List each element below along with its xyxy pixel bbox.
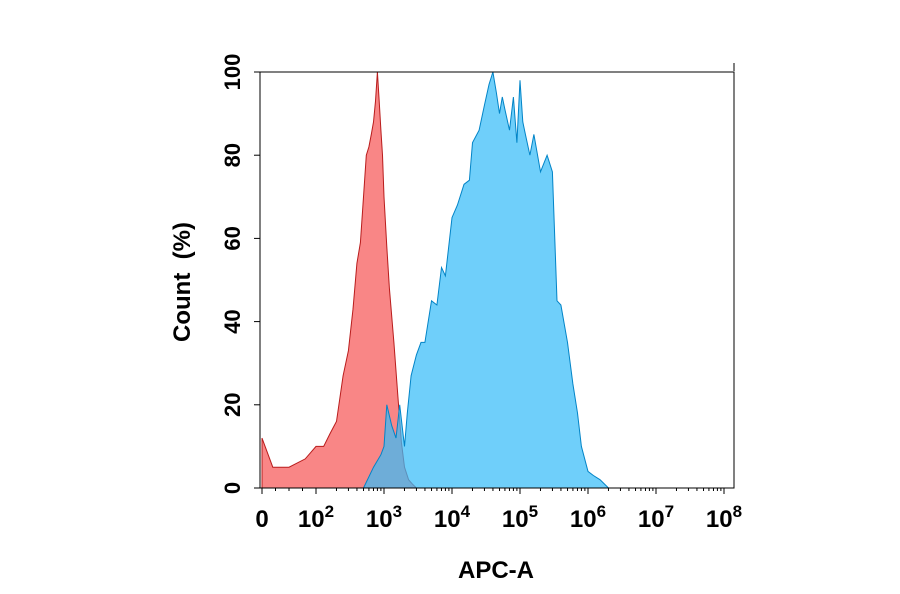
x-axis-label: APC-A	[458, 557, 534, 584]
plot-frame	[259, 71, 735, 489]
x-tick-base: 10	[434, 506, 461, 533]
x-axis: 0 102 103 104 105 106 107 108	[255, 488, 742, 533]
x-tick-exponent: 5	[529, 502, 538, 521]
y-tick-label: 0	[220, 482, 245, 494]
x-tick-base: 10	[570, 506, 597, 533]
x-tick-exponent: 8	[733, 502, 742, 521]
x-tick-base: 10	[366, 506, 393, 533]
x-tick-label: 102	[298, 502, 334, 533]
x-tick-label: 104	[434, 502, 471, 533]
x-tick-base: 0	[255, 506, 268, 533]
x-tick-label: 103	[366, 502, 402, 533]
x-tick-exponent: 4	[461, 502, 471, 521]
x-tick-label: 106	[570, 502, 606, 533]
y-tick-label: 80	[220, 143, 245, 167]
y-tick-label: 100	[220, 54, 245, 91]
x-tick-label: 0	[255, 506, 268, 533]
x-tick-label: 108	[706, 502, 742, 533]
y-axis: 0 20 40 60 80 100	[220, 54, 260, 494]
x-tick-exponent: 6	[597, 502, 606, 521]
x-tick-label: 105	[502, 502, 538, 533]
x-tick-base: 10	[502, 506, 529, 533]
y-tick-label: 40	[220, 309, 245, 333]
x-tick-label: 107	[638, 502, 674, 533]
y-tick-label: 20	[220, 393, 245, 417]
histogram-series-2	[362, 71, 610, 489]
x-tick-base: 10	[706, 506, 733, 533]
y-tick-label: 60	[220, 226, 245, 250]
series-layer	[261, 71, 610, 489]
x-tick-exponent: 7	[665, 502, 674, 521]
y-axis-label: Count (%)	[169, 222, 196, 342]
x-tick-exponent: 2	[325, 502, 334, 521]
plot-area	[259, 63, 735, 489]
x-tick-exponent: 3	[393, 502, 402, 521]
x-tick-base: 10	[298, 506, 325, 533]
x-tick-base: 10	[638, 506, 665, 533]
